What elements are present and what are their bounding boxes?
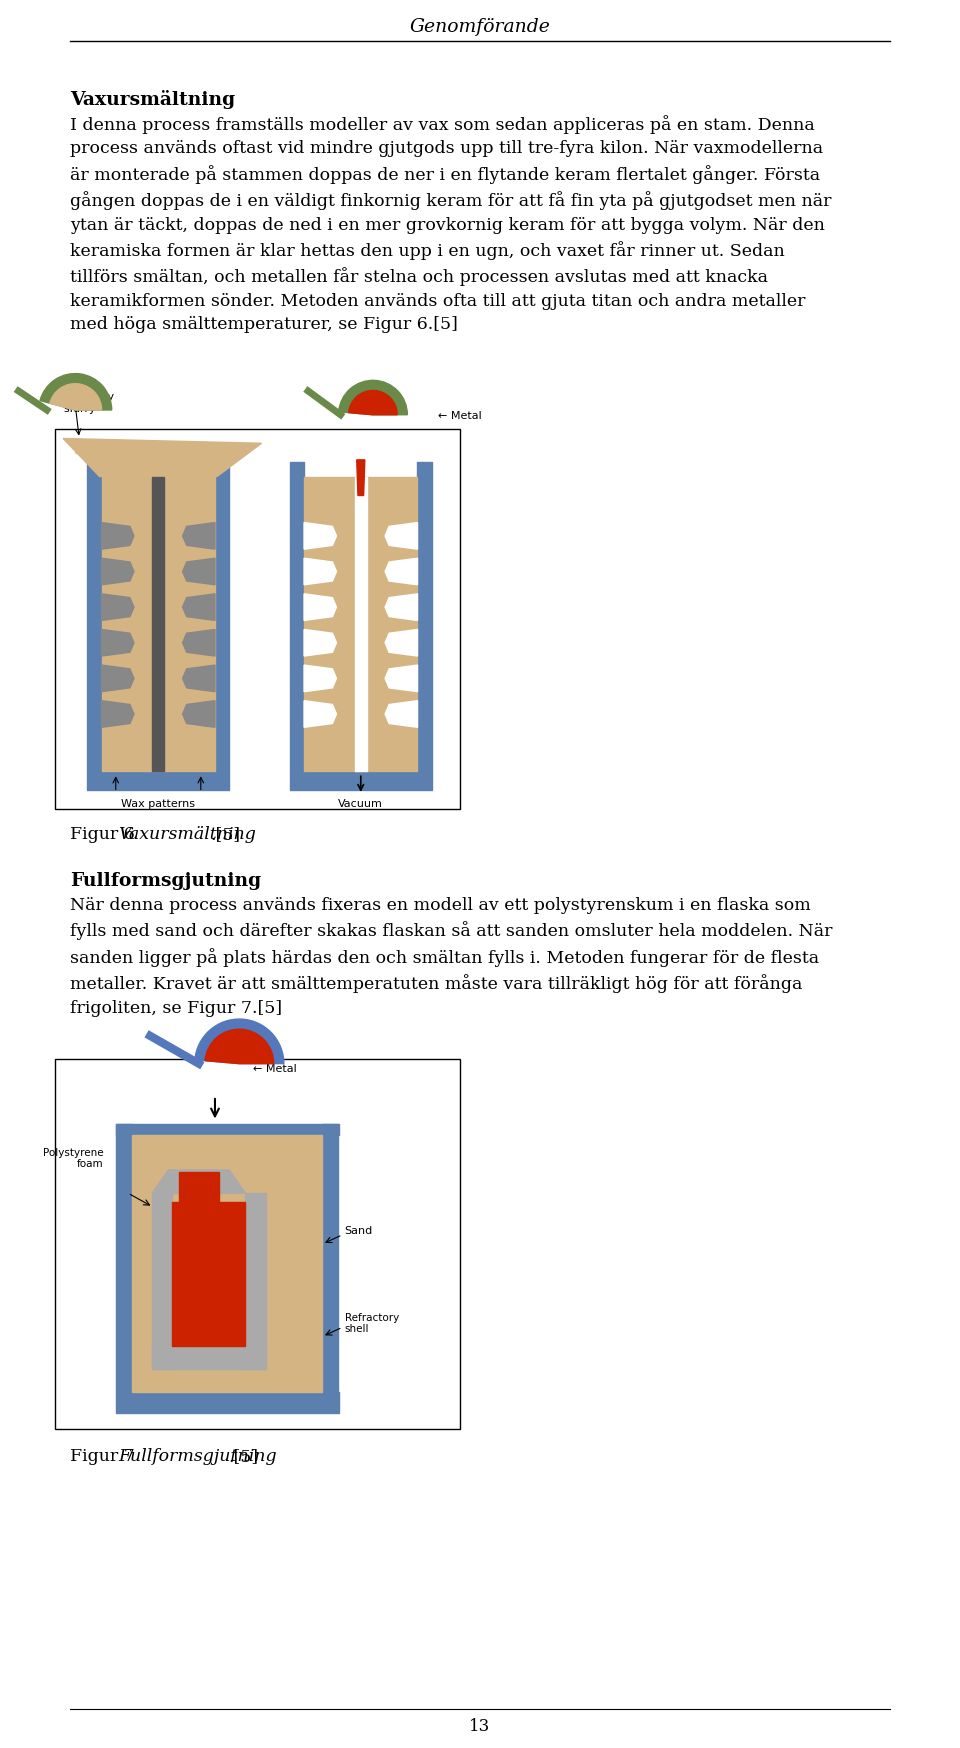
Text: ← Metal: ← Metal [438, 411, 482, 421]
Polygon shape [357, 461, 365, 496]
Polygon shape [182, 666, 215, 692]
Text: .[5]: .[5] [210, 825, 240, 843]
Bar [290, 463, 304, 771]
Wedge shape [50, 385, 102, 411]
Text: Vacuum: Vacuum [338, 799, 383, 809]
Text: 13: 13 [469, 1717, 491, 1734]
Polygon shape [182, 629, 215, 657]
Text: Wax patterns: Wax patterns [121, 799, 195, 809]
Polygon shape [385, 629, 418, 657]
Bar [132, 1136, 323, 1391]
Bar [116, 1124, 132, 1391]
Text: Fullformsgjutning: Fullformsgjutning [118, 1447, 276, 1465]
Polygon shape [102, 629, 134, 657]
Wedge shape [348, 392, 397, 416]
Text: Vaxursmältning: Vaxursmältning [70, 89, 235, 108]
Polygon shape [385, 594, 418, 621]
Bar [153, 1194, 173, 1369]
Bar [87, 771, 229, 790]
Text: I denna process framställs modeller av vax som sedan appliceras på en stam. Denn: I denna process framställs modeller av v… [70, 115, 831, 334]
Wedge shape [195, 1019, 284, 1065]
Text: När denna process används fixeras en modell av ett polystyrenskum i en flaska so: När denna process används fixeras en mod… [70, 897, 832, 1016]
Polygon shape [182, 701, 215, 727]
Bar [87, 463, 102, 771]
Text: Refractory
  slurry: Refractory slurry [57, 392, 115, 413]
Bar [323, 1124, 339, 1391]
Text: ← Metal: ← Metal [253, 1063, 298, 1073]
Polygon shape [63, 439, 261, 477]
Wedge shape [205, 1030, 274, 1065]
Text: .[5]: .[5] [228, 1447, 258, 1465]
Polygon shape [385, 666, 418, 692]
Bar [116, 1391, 339, 1412]
Polygon shape [304, 594, 336, 621]
Text: Fullformsgjutning: Fullformsgjutning [70, 872, 261, 890]
Wedge shape [40, 374, 111, 411]
Polygon shape [304, 523, 336, 551]
Polygon shape [385, 559, 418, 586]
Polygon shape [182, 594, 215, 621]
Polygon shape [304, 559, 336, 586]
Bar [290, 771, 432, 790]
Bar [116, 1124, 339, 1136]
Bar [168, 1171, 229, 1194]
Text: Figur 6: Figur 6 [70, 825, 140, 843]
Bar [215, 463, 229, 771]
Text: Figur 7: Figur 7 [70, 1447, 140, 1465]
Bar [55, 430, 460, 809]
Polygon shape [182, 523, 215, 551]
Bar [354, 477, 367, 771]
Polygon shape [304, 629, 336, 657]
Polygon shape [153, 1171, 246, 1194]
Polygon shape [102, 523, 134, 551]
Bar [153, 1346, 266, 1369]
Polygon shape [385, 523, 418, 551]
Polygon shape [304, 666, 336, 692]
Polygon shape [102, 594, 134, 621]
Text: Refractory
shell: Refractory shell [345, 1313, 398, 1334]
Bar [179, 1173, 219, 1225]
Polygon shape [75, 453, 136, 468]
Bar [153, 477, 164, 771]
Polygon shape [385, 701, 418, 727]
Polygon shape [102, 701, 134, 727]
Wedge shape [339, 381, 407, 416]
Bar [173, 1203, 246, 1346]
Polygon shape [182, 559, 215, 586]
Text: Genomförande: Genomförande [410, 17, 550, 37]
Bar [304, 477, 418, 771]
Text: Sand: Sand [345, 1225, 372, 1236]
Polygon shape [102, 666, 134, 692]
Polygon shape [102, 559, 134, 586]
Text: Vaxursmältning: Vaxursmältning [118, 825, 256, 843]
Bar [246, 1194, 266, 1369]
Polygon shape [304, 701, 336, 727]
Bar [418, 463, 432, 771]
Text: Polystyrene
foam: Polystyrene foam [43, 1147, 104, 1169]
Bar [102, 477, 215, 771]
Bar [55, 1059, 460, 1430]
